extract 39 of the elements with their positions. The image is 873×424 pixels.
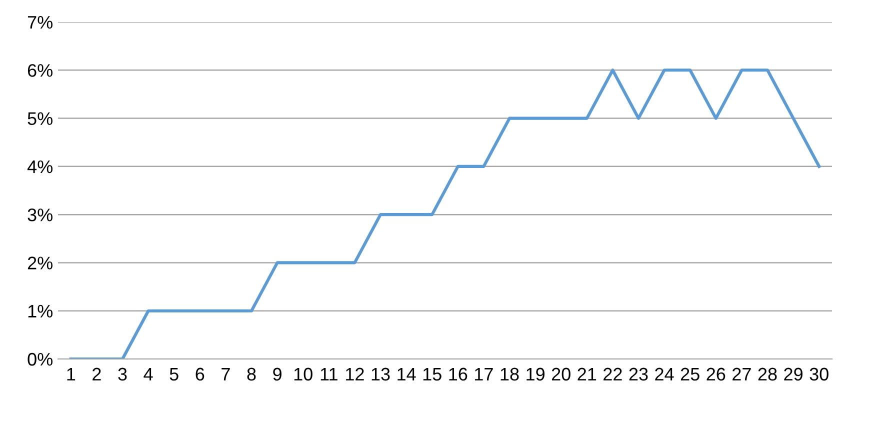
x-tick-label: 30 bbox=[810, 368, 828, 381]
x-tick-label: 23 bbox=[629, 368, 648, 381]
x-tick-label: 27 bbox=[732, 368, 751, 380]
x-tick-label: 12 bbox=[346, 368, 364, 380]
x-tick-label: 17 bbox=[475, 368, 493, 380]
x-tick-label: 20 bbox=[552, 368, 570, 381]
x-tick-label: 10 bbox=[294, 368, 312, 381]
x-tick-label: 26 bbox=[706, 368, 726, 381]
y-tick-label: 4% bbox=[27, 160, 52, 174]
x-tick-label: 7 bbox=[222, 368, 230, 380]
x-tick-label: 21 bbox=[578, 368, 596, 380]
x-tick-label: 5 bbox=[170, 368, 178, 381]
y-tick-label: 0% bbox=[28, 352, 52, 366]
x-tick-label: 16 bbox=[449, 368, 468, 381]
x-tick-label: 4 bbox=[144, 368, 153, 380]
x-tick-label: 22 bbox=[604, 368, 622, 380]
x-tick-label: 6 bbox=[196, 368, 204, 381]
x-tick-label: 25 bbox=[680, 368, 700, 381]
x-tick-label: 2 bbox=[92, 368, 101, 380]
line-series bbox=[69, 68, 821, 359]
x-tick-label: 9 bbox=[273, 368, 282, 381]
x-tick-label: 24 bbox=[655, 368, 674, 380]
x-tick-label: 29 bbox=[784, 368, 802, 381]
x-tick-label: 8 bbox=[247, 368, 256, 381]
x-tick-label: 1 bbox=[67, 368, 76, 380]
y-tick-label: 6% bbox=[28, 64, 52, 77]
y-tick-label: 7% bbox=[28, 16, 52, 29]
y-tick-label: 3% bbox=[28, 208, 52, 222]
x-tick-label: 3 bbox=[118, 368, 127, 381]
x-tick-label: 28 bbox=[758, 368, 777, 381]
y-tick-label: 1% bbox=[28, 304, 52, 318]
x-tick-label: 18 bbox=[500, 368, 519, 381]
x-tick-label: 19 bbox=[526, 368, 544, 381]
y-tick-label: 5% bbox=[28, 112, 52, 126]
x-tick-label: 13 bbox=[372, 368, 390, 381]
y-tick-label: 2% bbox=[28, 256, 52, 270]
x-tick-label: 15 bbox=[423, 368, 442, 381]
x-tick-label: 11 bbox=[320, 368, 338, 380]
x-tick-label: 14 bbox=[398, 368, 416, 380]
